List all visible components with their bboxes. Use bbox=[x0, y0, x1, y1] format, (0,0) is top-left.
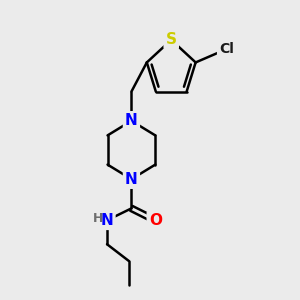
Text: O: O bbox=[149, 213, 162, 228]
Text: Cl: Cl bbox=[219, 42, 234, 56]
Text: N: N bbox=[125, 113, 138, 128]
Text: N: N bbox=[100, 213, 113, 228]
Text: N: N bbox=[125, 172, 138, 187]
Text: H: H bbox=[92, 212, 103, 225]
Text: S: S bbox=[166, 32, 177, 47]
